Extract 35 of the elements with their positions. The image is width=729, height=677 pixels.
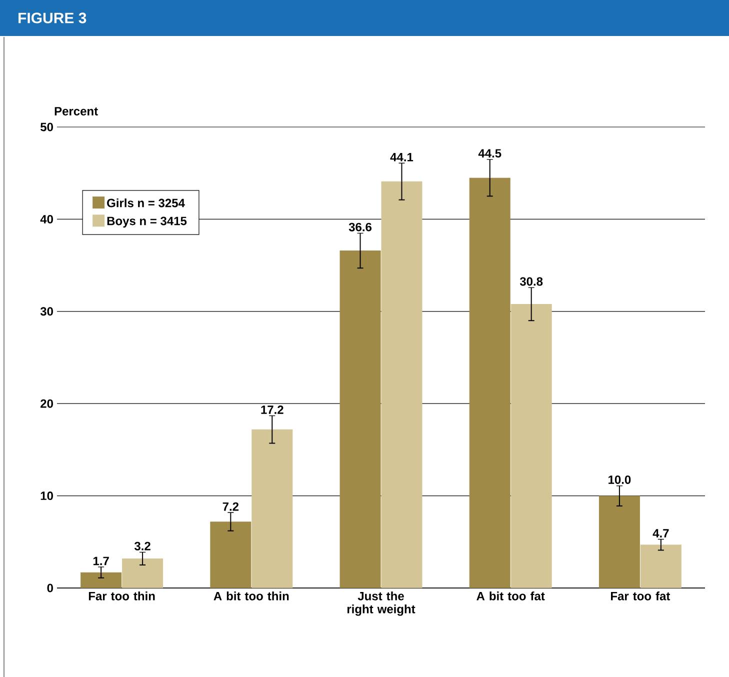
data-label: 7.2	[222, 502, 239, 510]
bar	[210, 521, 252, 588]
data-label: 3.2	[134, 542, 150, 550]
x-tick-label: Far too fat	[611, 591, 670, 600]
x-tick-label: A bit too fat	[476, 591, 545, 600]
y-tick-label: 40	[40, 214, 53, 224]
y-tick-label: 30	[40, 306, 53, 316]
bar	[510, 304, 552, 588]
bar	[469, 178, 510, 588]
data-label: 1.7	[93, 556, 109, 565]
x-tick-label: Far too thin	[88, 591, 155, 600]
bar	[252, 429, 293, 588]
y-tick-label: 20	[40, 399, 53, 408]
data-label: 44.5	[478, 149, 502, 158]
bar	[381, 181, 422, 588]
data-label: 10.0	[608, 475, 631, 484]
chart-title: FIGURE 3	[18, 12, 86, 24]
x-tick-label: Just the right weight	[347, 591, 416, 616]
y-tick-label: 50	[40, 122, 53, 132]
y-axis-title: Percent	[54, 106, 98, 116]
data-label: 36.6	[348, 222, 372, 232]
x-tick-label: A bit too thin	[214, 591, 289, 600]
legend-label: Girls n = 3254	[107, 198, 185, 208]
bar	[640, 544, 682, 588]
data-label: 44.1	[390, 152, 414, 162]
bar	[598, 496, 640, 588]
y-tick-label: 10	[40, 491, 53, 500]
y-tick-label: 0	[47, 584, 53, 592]
data-label: 30.8	[520, 277, 543, 286]
legend-label: Boys n = 3415	[107, 216, 187, 228]
data-label: 17.2	[261, 405, 284, 414]
bar	[122, 558, 164, 588]
data-label: 4.7	[652, 528, 669, 538]
bar	[80, 572, 122, 588]
bar	[340, 250, 381, 588]
